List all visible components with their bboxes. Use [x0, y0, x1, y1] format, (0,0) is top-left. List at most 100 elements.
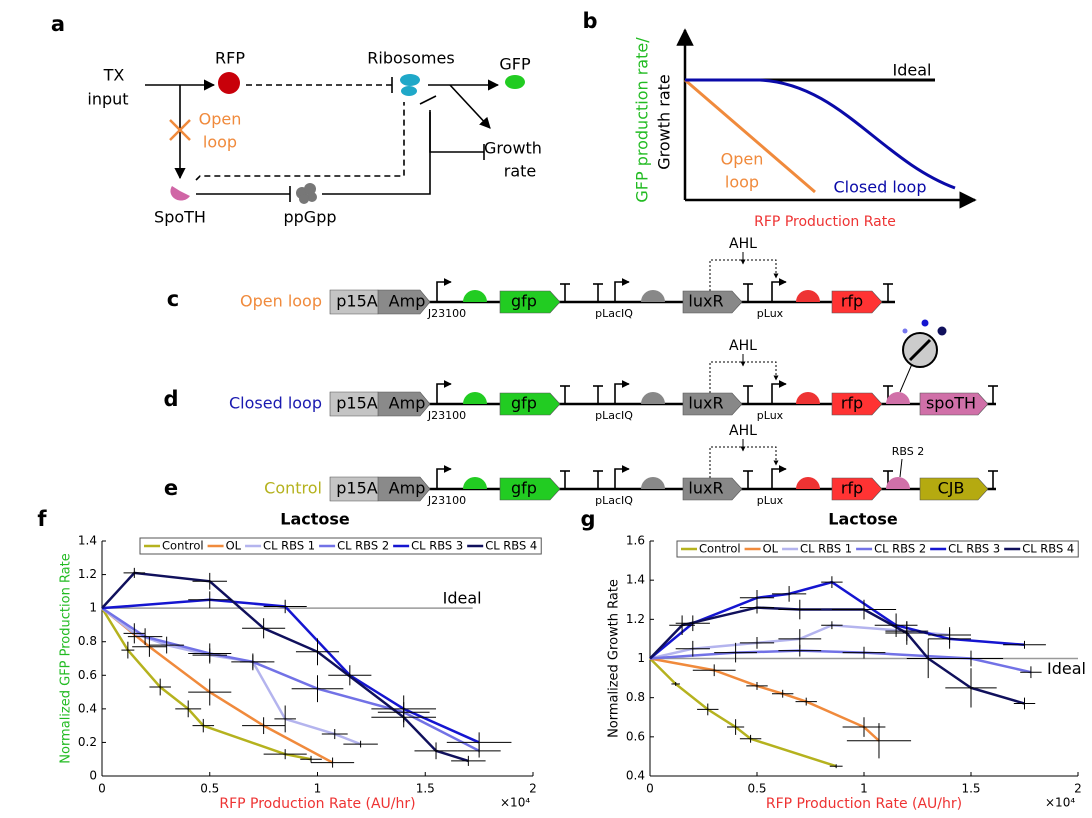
gene	[831, 477, 883, 501]
series-line	[649, 649, 1032, 674]
node-label: TX	[103, 66, 125, 85]
ribosome-icon	[400, 74, 420, 96]
construct-label: Control	[264, 479, 322, 498]
node-label: RFP	[215, 49, 245, 68]
gene	[919, 392, 989, 416]
part-label: p15A	[336, 292, 378, 311]
y-tick-label: 1.2	[78, 567, 97, 581]
gene	[682, 392, 743, 416]
promoter	[436, 278, 452, 302]
induction	[709, 361, 779, 393]
promoter	[771, 465, 787, 489]
spoth-icon	[170, 186, 190, 201]
x-exponent: ×10⁴	[500, 796, 530, 810]
part-label: Amp	[389, 394, 426, 413]
node-label: loop	[203, 133, 237, 152]
y-tick-label: 0.8	[78, 634, 97, 648]
rfp-icon	[218, 72, 240, 94]
y-tick-label: 1.6	[626, 534, 645, 548]
ideal-label: Ideal	[1047, 659, 1086, 678]
series-line	[649, 657, 837, 768]
promoter	[771, 380, 787, 404]
legend-label: OL	[226, 539, 242, 553]
backbone-part	[377, 289, 431, 315]
legend-label: CL RBS 2	[337, 539, 389, 553]
rbs	[796, 290, 820, 302]
node-label: Ribosomes	[367, 49, 454, 68]
x-tick-label: 0.5	[747, 782, 766, 796]
y-tick-label: 0.4	[626, 769, 645, 783]
promoter	[614, 380, 630, 404]
legend-box	[676, 540, 1079, 558]
promoter	[436, 380, 452, 404]
rbs	[463, 392, 487, 404]
legend-label: OL	[763, 542, 779, 556]
chart-title: Lactose	[280, 510, 350, 529]
chart-title: Lactose	[828, 510, 898, 529]
ppgpp-icon	[296, 183, 317, 204]
rbs	[886, 392, 910, 404]
series-line	[101, 571, 469, 763]
node-label: Open	[199, 110, 242, 129]
x-tick-label: 2	[1074, 782, 1082, 796]
x-tick-label: 0	[98, 782, 106, 796]
gene	[499, 290, 561, 314]
part-label: gfp	[511, 292, 537, 311]
x-tick-label: 1.5	[961, 782, 980, 796]
diagram-a	[145, 77, 500, 202]
part-label: Amp	[389, 479, 426, 498]
part-label: gfp	[511, 479, 537, 498]
part-label: p15A	[336, 394, 378, 413]
inducer-label: AHL	[729, 236, 757, 252]
y-tick-label: 0.4	[78, 701, 97, 715]
x-tick-label: 0.5	[200, 782, 219, 796]
legend-label: CL RBS 1	[263, 539, 315, 553]
x-tick-label: 1	[860, 782, 868, 796]
series-line	[100, 607, 312, 761]
knob-dot	[937, 326, 947, 336]
arrow	[449, 84, 491, 129]
panel-label: g	[580, 507, 595, 531]
x-axis-label: RFP Production Rate (AU/hr)	[766, 796, 962, 812]
part-label: J23100	[427, 307, 466, 320]
gene	[831, 290, 883, 314]
y-tick-label: 0.2	[78, 735, 97, 749]
y-tick-label: 1.4	[626, 573, 645, 587]
x-tick-label: 1.5	[416, 782, 435, 796]
x-exponent: ×10⁴	[1045, 796, 1075, 810]
inhibit-link	[322, 112, 431, 195]
y-axis-label: Normalized Growth Rate	[607, 579, 622, 738]
part-label: spoTH	[926, 394, 976, 413]
promoter	[614, 278, 630, 302]
knob-dot	[902, 328, 908, 334]
curve-label: Ideal	[893, 61, 932, 80]
inducer-label: AHL	[729, 423, 757, 439]
rbs	[463, 290, 487, 302]
legend-label: CL RBS 2	[874, 542, 926, 556]
series-line	[101, 607, 362, 746]
node-label: GFP	[499, 55, 531, 74]
panel-label: c	[167, 287, 179, 311]
open-loop-curve	[684, 78, 816, 194]
part-label: pLacIQ	[595, 409, 633, 422]
y-tick-label: 1	[637, 651, 645, 665]
y-tick-label: 0.6	[626, 729, 645, 743]
dashed-link	[195, 102, 405, 181]
part-label: pLux	[757, 494, 784, 507]
legend-label: CL RBS 3	[948, 542, 1000, 556]
rbs	[463, 477, 487, 489]
legend-box	[139, 537, 542, 555]
inhibit-link	[429, 110, 484, 153]
x-tick-label: 1	[314, 782, 322, 796]
gene	[831, 392, 883, 416]
part-label: RBS 2	[892, 445, 924, 458]
rbs	[796, 477, 820, 489]
series-line	[101, 607, 480, 752]
panel-label: b	[582, 9, 597, 33]
panel-label: e	[164, 476, 178, 500]
inducer-label: AHL	[729, 338, 757, 354]
axis-label: GFP production rate/	[633, 37, 652, 203]
backbone-part	[377, 476, 431, 502]
gene	[499, 477, 561, 501]
